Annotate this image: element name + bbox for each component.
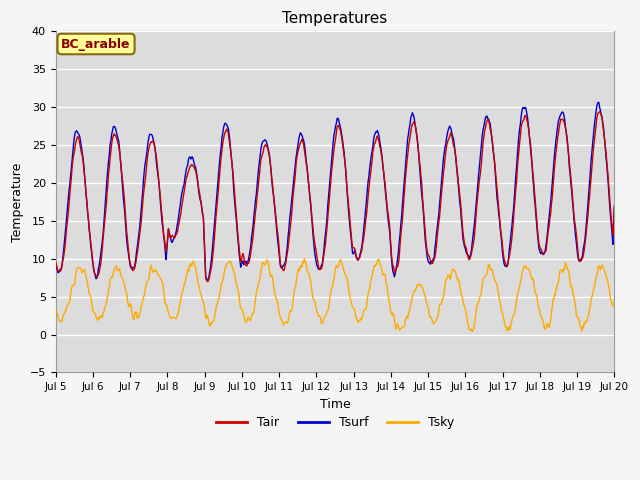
Y-axis label: Temperature: Temperature: [11, 162, 24, 241]
Title: Temperatures: Temperatures: [282, 11, 388, 26]
Legend: Tair, Tsurf, Tsky: Tair, Tsurf, Tsky: [211, 411, 460, 434]
X-axis label: Time: Time: [320, 398, 351, 411]
Text: BC_arable: BC_arable: [61, 37, 131, 50]
